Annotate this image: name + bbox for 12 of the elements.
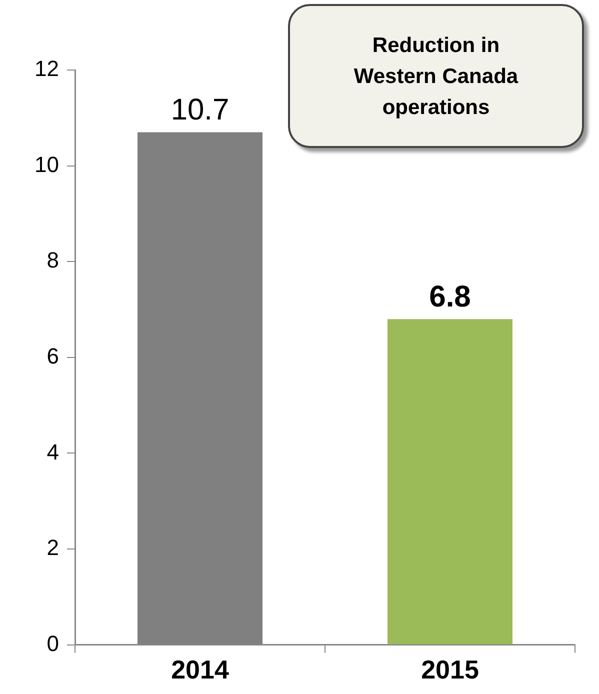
y-tick-label: 12 bbox=[34, 56, 59, 82]
y-tick-label: 10 bbox=[34, 152, 59, 177]
x-tick-label: 2015 bbox=[421, 654, 479, 685]
annotation: Reduction in Western Canada operations bbox=[352, 32, 520, 120]
y-tick-label: 2 bbox=[46, 535, 59, 560]
y-tick-label: 4 bbox=[46, 439, 59, 464]
y-tick-label: 0 bbox=[46, 630, 59, 656]
data-label: 10.7 bbox=[170, 94, 230, 127]
x-tick-label: 2014 bbox=[171, 654, 230, 685]
data-label: 6.8 bbox=[429, 280, 471, 314]
y-tick-label: 6 bbox=[46, 343, 59, 368]
y-tick-label: 8 bbox=[46, 248, 59, 273]
